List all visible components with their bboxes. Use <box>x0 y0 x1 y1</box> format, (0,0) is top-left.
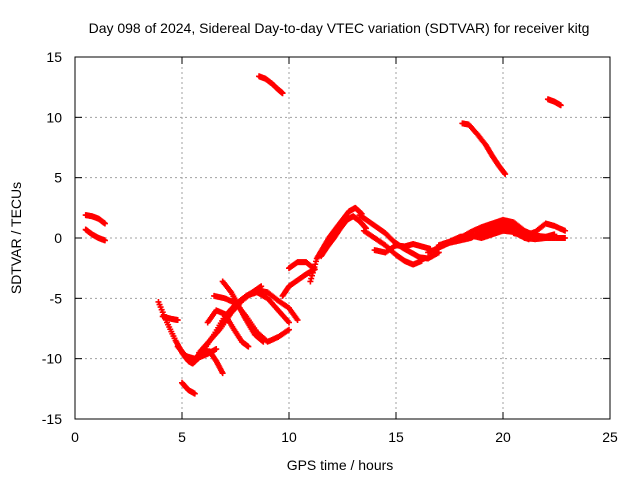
x-tick-label: 0 <box>71 429 79 445</box>
data-point <box>310 266 317 273</box>
data-track <box>256 73 286 97</box>
data-point <box>279 90 286 97</box>
x-axis-label: GPS time / hours <box>287 457 394 473</box>
x-tick-label: 10 <box>281 429 297 445</box>
data-track <box>82 212 108 227</box>
data-track <box>82 226 108 244</box>
y-tick-label: 5 <box>54 170 62 186</box>
x-tick-label: 15 <box>388 429 404 445</box>
y-tick-label: 15 <box>46 49 62 65</box>
data-point <box>101 237 108 244</box>
data-point <box>312 261 319 268</box>
data-track <box>318 213 370 260</box>
data-track <box>510 220 569 239</box>
data-track <box>221 286 301 326</box>
data-point <box>311 264 318 271</box>
data-point <box>309 269 316 276</box>
data-point <box>562 227 569 234</box>
data-point <box>308 275 315 282</box>
data-point <box>260 338 267 345</box>
x-tick-label: 20 <box>495 429 511 445</box>
y-axis-label: SDTVAR / TECUs <box>8 182 24 294</box>
data-point <box>501 169 508 176</box>
data-track <box>204 307 252 350</box>
data-track <box>360 227 425 268</box>
data-point <box>309 272 316 279</box>
data-point <box>294 317 301 324</box>
data-point <box>101 220 108 227</box>
data-track <box>179 379 198 397</box>
data-point <box>502 171 509 178</box>
data-point <box>219 370 226 377</box>
data-track <box>459 120 509 178</box>
data-point <box>557 102 564 109</box>
data-point <box>418 257 425 264</box>
y-tick-label: -10 <box>42 351 62 367</box>
data-point <box>562 235 569 241</box>
data-track <box>286 259 318 273</box>
data-track <box>544 96 564 109</box>
data-point <box>286 319 292 326</box>
y-tick-label: -5 <box>50 290 63 306</box>
data-track <box>356 212 442 262</box>
data-point <box>259 337 266 344</box>
data-point <box>307 278 314 285</box>
x-tick-label: 25 <box>602 429 618 445</box>
x-tick-label: 5 <box>178 429 186 445</box>
y-tick-label: 0 <box>54 230 62 246</box>
y-tick-label: -15 <box>42 411 62 427</box>
data-point <box>245 343 252 350</box>
data-point <box>191 390 198 397</box>
data-point <box>286 326 292 333</box>
y-tick-label: 10 <box>46 109 62 125</box>
data-point <box>313 258 320 265</box>
data-points <box>82 73 569 397</box>
data-track <box>521 235 569 243</box>
data-track <box>159 313 181 324</box>
data-point <box>213 346 220 353</box>
tick-marks <box>74 56 611 420</box>
tick-labels: 0 5 10 15 20 25 15 10 5 0 -5 -10 -15 <box>42 49 618 445</box>
data-point <box>174 317 181 324</box>
chart-title: Day 098 of 2024, Sidereal Day-to-day VTE… <box>89 20 590 36</box>
